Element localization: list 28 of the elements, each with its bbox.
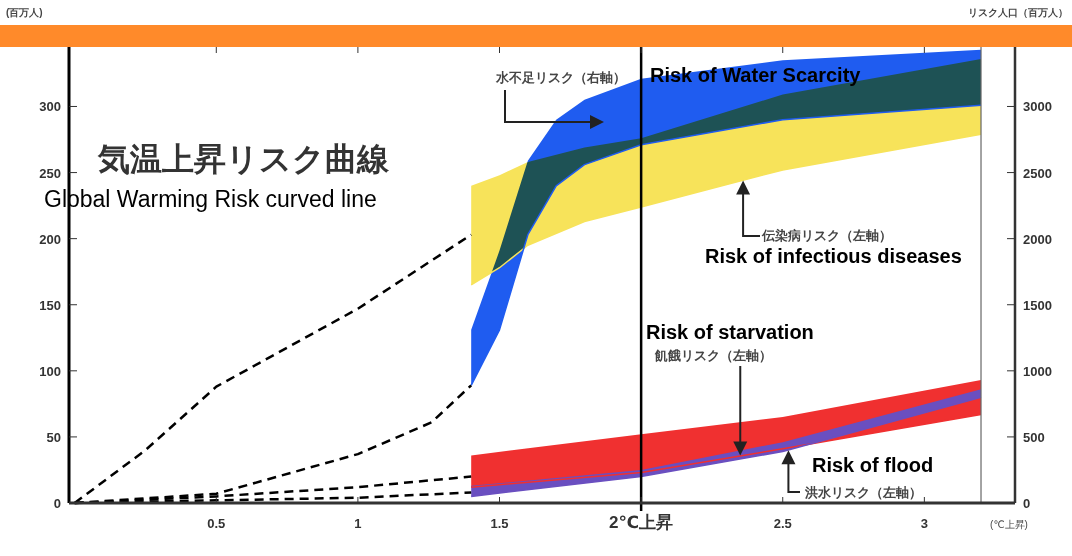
y2-tick-label: 500 <box>1023 429 1045 445</box>
y-tick-label: 100 <box>39 363 61 379</box>
y2-tick-label: 0 <box>1023 496 1031 511</box>
x-tick-label: 1 <box>354 516 362 531</box>
x-tick-label: 2.5 <box>773 516 792 531</box>
text: 気温上昇リスク曲線 <box>97 141 390 177</box>
annotation: 伝染病リスク（左軸） <box>761 228 892 243</box>
annotation: 水不足リスク（右軸） <box>495 70 626 85</box>
annotation: 洪水リスク（左軸） <box>804 485 922 500</box>
y2-tick-label: 2000 <box>1023 231 1052 247</box>
y2-tick-label: 2500 <box>1023 165 1052 181</box>
x-tick-label: 3 <box>920 516 928 531</box>
y2-tick-label: 1500 <box>1023 297 1052 313</box>
y-tick-label: 300 <box>39 99 61 115</box>
y-axis-title: (百万人) <box>6 7 43 18</box>
y-tick-label: 0 <box>53 496 61 511</box>
annotation: 飢餓リスク（左軸） <box>654 348 772 363</box>
y2-axis-title: リスク人口（百万人） <box>968 7 1068 18</box>
x-tick-label: 0.5 <box>207 516 226 531</box>
x-tick-label: 1.5 <box>490 516 509 531</box>
y-tick-label: 50 <box>46 429 61 445</box>
x-axis-title: (℃上昇) <box>990 519 1028 530</box>
y2-tick-label: 1000 <box>1023 363 1052 379</box>
y2-tick-label: 3000 <box>1023 99 1052 115</box>
y-tick-label: 250 <box>39 165 61 181</box>
y-tick-label: 150 <box>39 297 61 313</box>
x-tick-label: 2℃上昇 <box>609 513 674 532</box>
y-tick-label: 200 <box>39 231 61 247</box>
